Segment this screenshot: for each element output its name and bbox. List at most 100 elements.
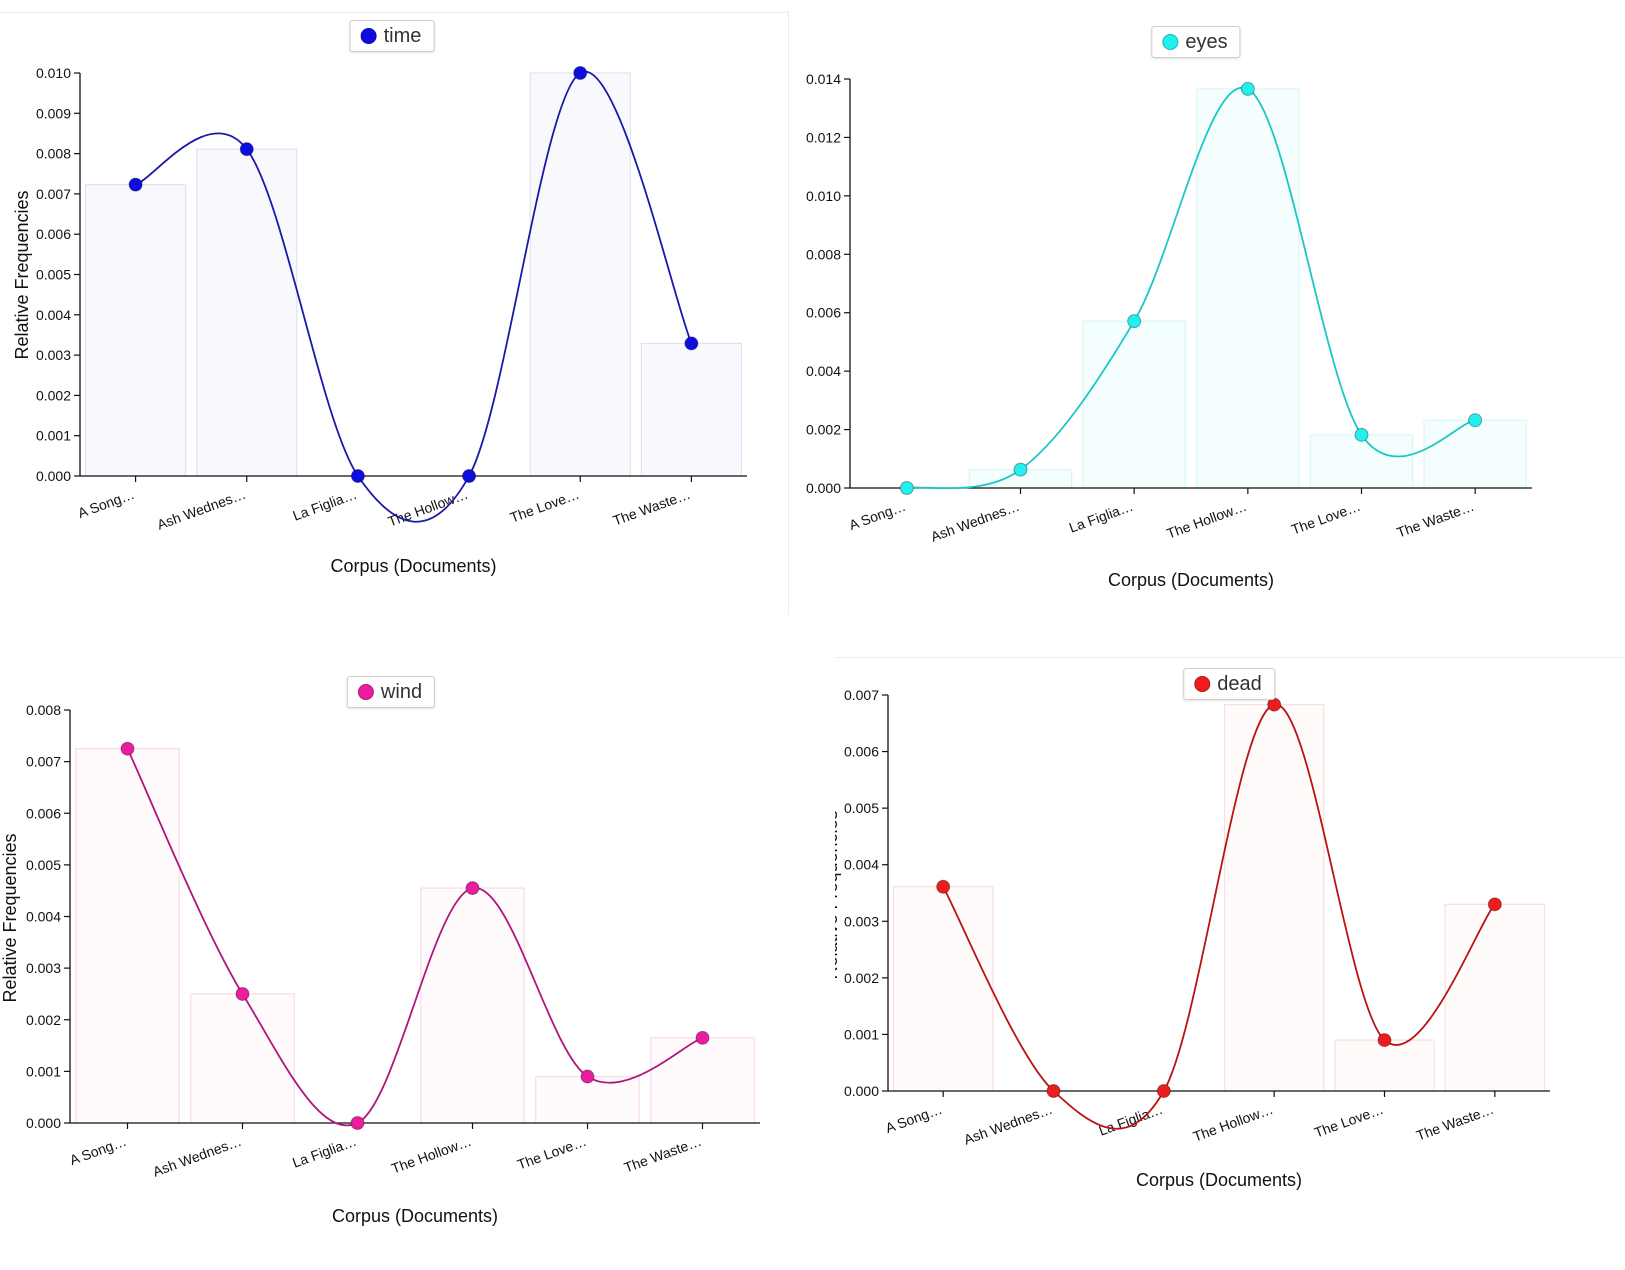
- data-point-1: [235, 986, 250, 1001]
- chart-svg: 0.000 0.002 0.004 0.006 0.008 0.010 0.012 0.014…: [806, 71, 1532, 590]
- data-point-2: [1156, 1084, 1171, 1098]
- legend-swatch-icon: [1162, 34, 1179, 50]
- x-category-label: A Song…: [847, 498, 908, 533]
- y-tick-label: 0.006: [844, 744, 879, 760]
- legend-label: eyes: [1185, 30, 1228, 53]
- y-tick-label: 0.002: [844, 970, 879, 986]
- data-point-1: [1046, 1084, 1061, 1098]
- y-tick-label: 0.007: [36, 186, 71, 202]
- data-point-0: [899, 481, 914, 495]
- chart-panel-eyes: 0.000 0.002 0.004 0.006 0.008 0.010 0.012 0.014…: [800, 0, 1625, 625]
- x-category-label: The Waste…: [622, 1133, 704, 1176]
- y-axis: 0.000 0.001 0.002 0.003 0.004 0.005 0.006 0.007…: [36, 65, 81, 484]
- data-point-4: [1377, 1033, 1392, 1048]
- chart-panel-wind: 0.000 0.001 0.002 0.003 0.004 0.005 0.006 0.007…: [0, 660, 800, 1270]
- x-category-label: Ash Wednes…: [962, 1101, 1055, 1148]
- x-category-label: The Love…: [1289, 498, 1362, 538]
- data-point-2: [350, 1116, 365, 1130]
- points-group: [128, 66, 699, 483]
- y-tick-label: 0.014: [806, 71, 841, 87]
- data-point-5: [695, 1030, 710, 1045]
- y-tick-label: 0.006: [36, 226, 71, 242]
- x-axis: A Song… Ash Wednes… La Figlia… The Hollow… T…: [67, 1122, 760, 1180]
- legend-swatch-icon: [357, 684, 374, 700]
- bar-0: [892, 886, 994, 1092]
- y-tick-label: 0.008: [36, 146, 71, 162]
- y-tick-label: 0.002: [806, 422, 841, 438]
- x-axis-title: Corpus (Documents): [332, 1206, 498, 1226]
- y-axis-title: Relative Frequencies: [12, 190, 32, 359]
- bar-5: [1444, 903, 1546, 1092]
- y-tick-label: 0.002: [26, 1012, 61, 1028]
- y-axis: 0.000 0.001 0.002 0.003 0.004 0.005 0.006 0.007: [844, 687, 889, 1099]
- y-tick-label: 0.008: [806, 246, 841, 262]
- x-category-label: A Song…: [883, 1101, 944, 1136]
- legend-label: dead: [1217, 672, 1262, 695]
- x-category-label: La Figlia…: [1067, 498, 1135, 536]
- legend-swatch-icon: [360, 28, 377, 44]
- chart-svg: 0.000 0.001 0.002 0.003 0.004 0.005 0.006 0.007…: [12, 65, 747, 576]
- legend-label: wind: [380, 680, 423, 703]
- data-point-4: [1354, 427, 1369, 442]
- x-category-label: The Love…: [508, 486, 581, 526]
- data-point-4: [580, 1069, 595, 1084]
- bars-group: [968, 88, 1527, 489]
- legend-box[interactable]: eyes: [1151, 26, 1241, 58]
- chart-panel-dead: 0.000 0.001 0.002 0.003 0.004 0.005 0.006 0.007…: [835, 660, 1625, 1270]
- y-tick-label: 0.003: [26, 960, 61, 976]
- y-tick-label: 0.001: [26, 1063, 61, 1079]
- x-axis-title: Corpus (Documents): [1136, 1170, 1302, 1190]
- y-axis: 0.000 0.002 0.004 0.006 0.008 0.010 0.012 0.014: [806, 71, 851, 496]
- legend-box[interactable]: dead: [1183, 668, 1275, 700]
- y-tick-label: 0.000: [26, 1115, 61, 1131]
- y-tick-label: 0.003: [36, 347, 71, 363]
- bar-1: [190, 993, 295, 1124]
- data-point-5: [684, 336, 699, 351]
- y-tick-label: 0.003: [844, 913, 879, 929]
- x-axis-title: Corpus (Documents): [1108, 570, 1274, 590]
- x-category-label: The Hollow…: [389, 1133, 473, 1177]
- x-category-label: The Hollow…: [1164, 498, 1248, 542]
- chart-panel-time: 0.000 0.001 0.002 0.003 0.004 0.005 0.006 0.007…: [0, 0, 790, 615]
- x-category-label: The Love…: [515, 1133, 588, 1173]
- data-point-2: [1127, 314, 1142, 329]
- data-point-3: [1240, 81, 1255, 96]
- bar-4: [1334, 1039, 1435, 1092]
- bar-5: [650, 1037, 755, 1124]
- bar-4: [529, 72, 631, 477]
- x-category-label: La Figlia…: [291, 486, 359, 524]
- data-point-3: [462, 469, 477, 483]
- bar-0: [75, 748, 180, 1124]
- x-category-label: La Figlia…: [290, 1133, 358, 1171]
- legend-box[interactable]: time: [349, 20, 435, 52]
- x-category-label: Ash Wednes…: [929, 498, 1022, 545]
- x-axis: A Song… Ash Wednes… La Figlia… The Hollow… T…: [76, 475, 747, 533]
- y-tick-label: 0.000: [36, 468, 71, 484]
- series-line-eyes: [906, 86, 1476, 490]
- data-point-1: [239, 142, 254, 157]
- panel-separator-vertical: [788, 10, 789, 615]
- y-tick-label: 0.005: [26, 857, 61, 873]
- x-category-label: The Waste…: [1394, 498, 1476, 541]
- y-tick-label: 0.008: [26, 702, 61, 718]
- points-group: [120, 741, 710, 1130]
- data-point-5: [1487, 897, 1502, 912]
- y-axis-title: Relative Frequencies: [835, 810, 841, 979]
- y-tick-label: 0.002: [36, 387, 71, 403]
- y-tick-label: 0.007: [26, 754, 61, 770]
- y-tick-label: 0.005: [36, 267, 71, 283]
- x-category-label: A Song…: [67, 1133, 128, 1168]
- y-tick-label: 0.007: [844, 687, 879, 703]
- bar-2: [1082, 320, 1186, 489]
- legend-label: time: [383, 24, 422, 47]
- bar-1: [196, 148, 298, 477]
- bar-0: [84, 184, 187, 477]
- legend-box[interactable]: wind: [346, 676, 436, 708]
- data-point-2: [350, 469, 365, 483]
- data-point-1: [1013, 462, 1028, 477]
- y-tick-label: 0.001: [844, 1026, 879, 1042]
- x-axis: A Song… Ash Wednes… La Figlia… The Hollow… T…: [883, 1090, 1550, 1148]
- y-tick-label: 0.005: [844, 800, 879, 816]
- bar-5: [1423, 419, 1527, 489]
- y-tick-label: 0.001: [36, 428, 71, 444]
